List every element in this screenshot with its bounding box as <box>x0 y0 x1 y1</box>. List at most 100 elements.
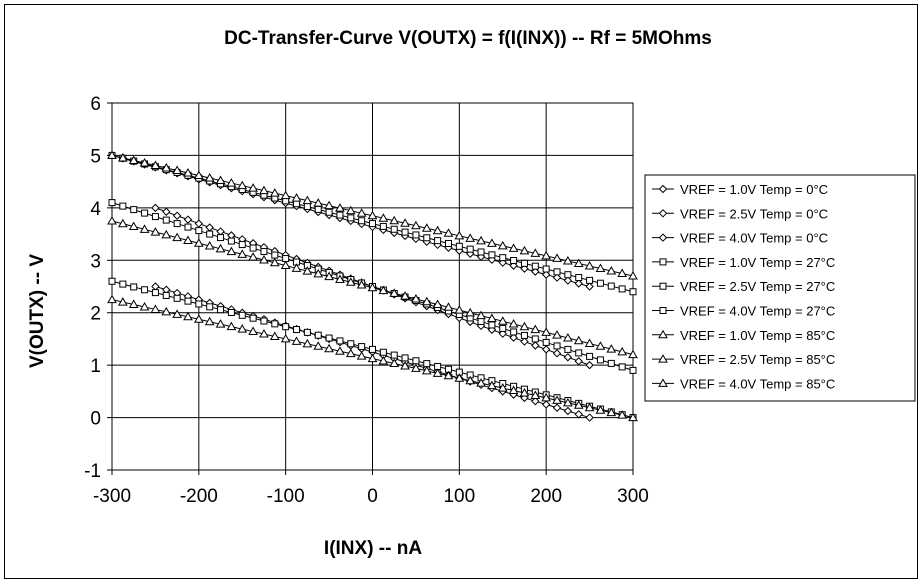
data-point <box>531 335 539 343</box>
data-point <box>161 162 172 172</box>
data-point <box>226 178 237 187</box>
data-point <box>443 370 454 380</box>
data-point <box>389 215 400 225</box>
data-point <box>162 207 171 216</box>
data-point <box>336 211 344 219</box>
data-point <box>378 213 389 222</box>
data-point <box>607 282 615 290</box>
data-point <box>412 357 420 365</box>
data-point <box>356 351 367 360</box>
data-point <box>465 375 476 385</box>
data-point <box>595 405 606 414</box>
data-point <box>226 321 237 331</box>
data-point <box>573 258 584 267</box>
data-point <box>119 202 127 210</box>
legend-label: VREF = 1.0V Temp = 0°C <box>680 182 828 197</box>
data-point <box>248 326 258 336</box>
legend-marker <box>658 184 668 194</box>
data-point <box>412 231 420 239</box>
data-point <box>574 279 583 288</box>
data-point <box>541 250 552 260</box>
data-point <box>401 354 409 362</box>
data-point <box>575 349 583 357</box>
data-point <box>552 330 562 339</box>
data-point <box>541 400 551 409</box>
data-point <box>204 173 215 182</box>
data-point <box>335 346 345 355</box>
data-point <box>293 326 301 334</box>
data-point <box>227 237 235 245</box>
data-point <box>172 211 182 220</box>
data-point <box>584 260 595 270</box>
data-point <box>617 346 628 356</box>
data-point <box>563 276 573 285</box>
data-point <box>195 300 203 308</box>
data-point <box>379 348 387 356</box>
data-point <box>520 337 529 346</box>
data-point <box>488 251 496 259</box>
data-point <box>563 255 573 265</box>
data-point <box>280 333 291 343</box>
data-point <box>563 397 573 407</box>
data-point <box>531 341 540 350</box>
data-point <box>303 203 311 211</box>
data-point <box>335 274 345 283</box>
data-point <box>432 225 443 235</box>
data-point <box>151 289 159 297</box>
legend-label: VREF = 1.0V Temp = 85°C <box>680 328 835 343</box>
data-point <box>520 259 528 267</box>
data-point <box>607 359 615 367</box>
y-tick-label: 0 <box>90 409 101 430</box>
x-axis-title: I(INX) -- nA <box>324 538 422 559</box>
data-point <box>390 225 398 233</box>
data-point <box>508 385 519 395</box>
data-point <box>553 342 561 350</box>
data-point <box>584 402 595 412</box>
data-point <box>369 345 376 353</box>
data-point <box>237 324 248 333</box>
data-point <box>508 319 519 328</box>
data-point <box>259 185 269 195</box>
data-point <box>107 294 117 304</box>
data-point <box>259 254 269 264</box>
data-point <box>369 220 376 228</box>
data-point <box>303 328 311 336</box>
data-point <box>606 407 617 417</box>
data-point <box>128 221 139 231</box>
data-point <box>195 227 203 235</box>
data-point <box>183 235 193 244</box>
data-point <box>227 308 235 316</box>
data-point <box>564 271 572 279</box>
data-point <box>313 341 324 350</box>
data-point <box>499 324 507 332</box>
data-point <box>530 390 541 399</box>
data-point <box>161 229 172 239</box>
x-tick-label: 0 <box>367 486 378 507</box>
y-tick-label: 2 <box>90 304 101 325</box>
data-point <box>184 223 192 231</box>
data-point <box>519 245 530 255</box>
data-point <box>542 265 550 273</box>
data-point <box>347 340 355 348</box>
data-point <box>510 257 518 265</box>
data-point <box>454 373 465 382</box>
data-point <box>379 222 387 230</box>
data-point <box>552 349 562 358</box>
data-point <box>541 392 552 402</box>
data-point <box>345 277 356 286</box>
data-point <box>629 366 637 374</box>
data-point <box>216 227 225 236</box>
data-point <box>585 282 594 291</box>
series-7 <box>107 294 638 422</box>
data-point <box>117 218 128 228</box>
data-point <box>585 413 594 422</box>
data-point <box>423 360 431 368</box>
data-point <box>161 306 172 316</box>
data-point <box>530 248 541 257</box>
data-point <box>249 244 257 252</box>
legend-item: VREF = 4.0V Temp = 0°C <box>652 231 828 246</box>
data-point <box>411 293 421 303</box>
data-point <box>193 170 204 180</box>
data-point <box>184 297 192 305</box>
data-point <box>432 368 443 377</box>
